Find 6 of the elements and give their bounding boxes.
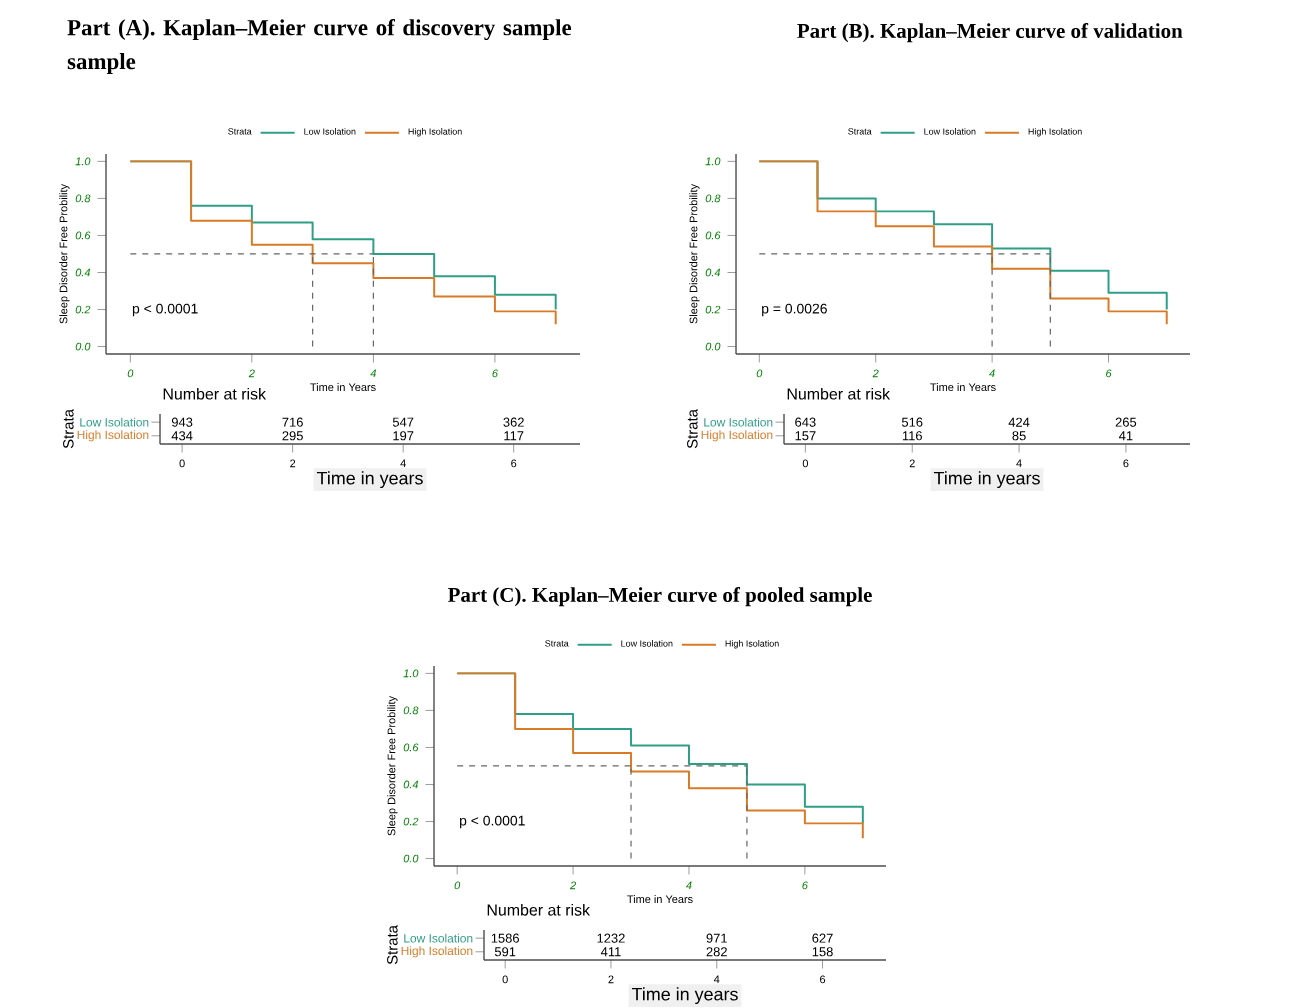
chart-title: Part (A). Kaplan–Meier curve of discovery sample sample bbox=[67, 19, 572, 74]
chart-title: Part (B). Kaplan–Meier curve of validation bbox=[797, 23, 1183, 43]
x-axis-title: Time in years bbox=[631, 987, 738, 1005]
chart-title: Part (C). Kaplan–Meier curve of pooled sample bbox=[447, 587, 872, 607]
x-axis-title: Time in years bbox=[933, 471, 1040, 489]
x-axis-title: Time in years bbox=[316, 471, 423, 489]
